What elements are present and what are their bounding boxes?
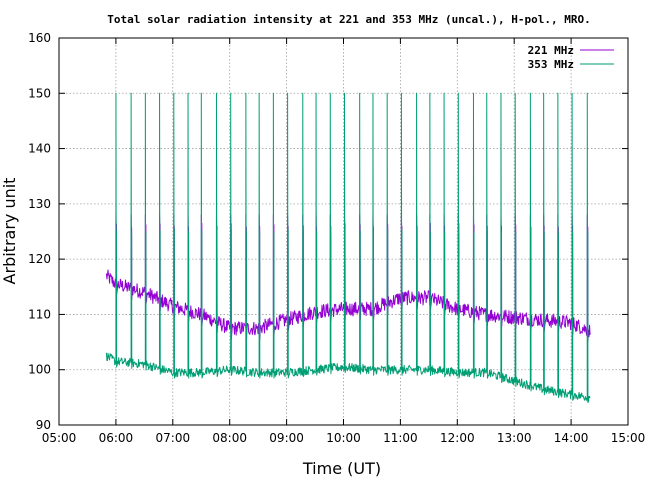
x-tick-label: 07:00 xyxy=(156,431,191,445)
y-tick-label: 90 xyxy=(36,418,51,432)
axis-ticks: 05:00 06:00 07:00 08:00 09:00 10:00 11:00 12:00… xyxy=(28,31,645,445)
x-tick-label: 14:00 xyxy=(554,431,589,445)
series-lines xyxy=(105,92,591,403)
y-tick-label: 120 xyxy=(28,252,51,266)
x-tick-label: 15:00 xyxy=(611,431,646,445)
x-tick-label: 11:00 xyxy=(383,431,418,445)
x-tick-label: 06:00 xyxy=(99,431,134,445)
x-tick-label: 09:00 xyxy=(269,431,304,445)
series-line-353 xyxy=(105,92,591,403)
y-tick-label: 110 xyxy=(28,307,51,321)
x-axis-label: Time (UT) xyxy=(302,459,381,478)
y-tick-label: 130 xyxy=(28,197,51,211)
x-tick-label: 05:00 xyxy=(42,431,77,445)
y-tick-label: 140 xyxy=(28,142,51,156)
grid-lines xyxy=(59,38,628,425)
x-tick-label: 12:00 xyxy=(440,431,475,445)
legend-label-353: 353 MHz xyxy=(528,58,574,71)
y-tick-label: 160 xyxy=(28,31,51,45)
x-tick-label: 10:00 xyxy=(326,431,361,445)
y-axis-label: Arbitrary unit xyxy=(0,178,19,285)
chart-title: Total solar radiation intensity at 221 a… xyxy=(107,13,590,26)
y-tick-label: 150 xyxy=(28,86,51,100)
x-tick-label: 08:00 xyxy=(212,431,247,445)
legend-label-221: 221 MHz xyxy=(528,44,574,57)
y-tick-label: 100 xyxy=(28,363,51,377)
x-tick-label: 13:00 xyxy=(497,431,532,445)
legend: 221 MHz 353 MHz xyxy=(528,44,614,71)
